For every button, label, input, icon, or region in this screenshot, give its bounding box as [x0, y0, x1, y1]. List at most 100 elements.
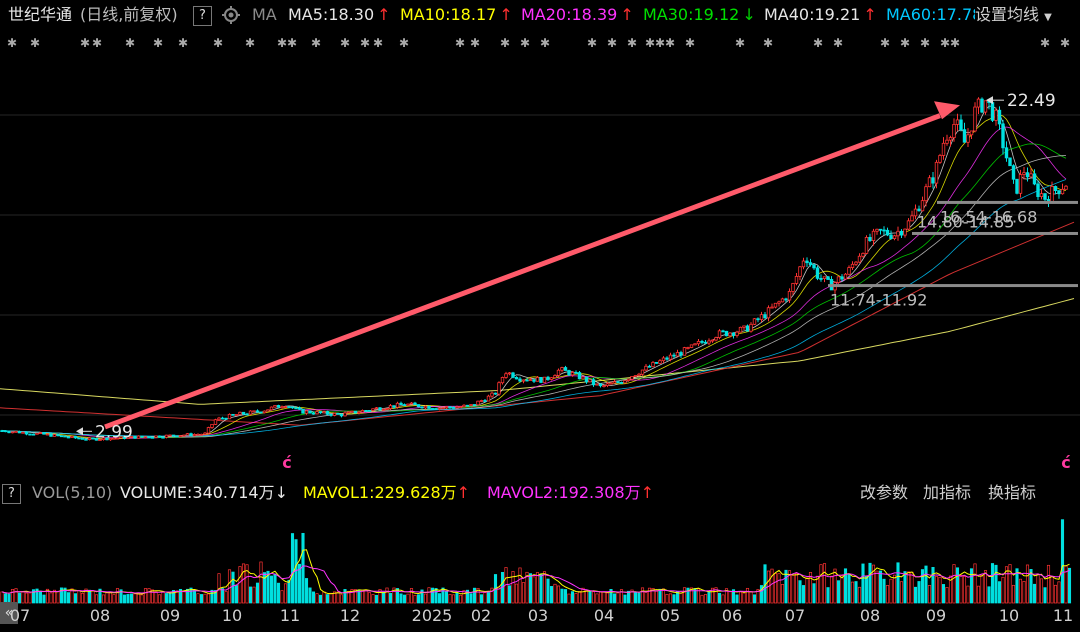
- volume-bar: [612, 593, 617, 604]
- volume-bar: [409, 588, 414, 604]
- candle-body: [1036, 183, 1040, 198]
- volume-bar: [546, 578, 550, 604]
- help-button[interactable]: ?: [193, 6, 212, 26]
- candle-body: [269, 406, 274, 411]
- volume-bar: [528, 573, 533, 604]
- gear-icon[interactable]: [221, 0, 241, 30]
- price-chart[interactable]: ✱ ✱ ✱ ✱ ✱ ✱ ✱ ✱ ✱ ✱ ✱ ✱ ✱ ✱ ✱ ✱ ✱ ✱ ✱ ✱ ✱ ✱ ✱ ✱ ✱ ✱ ✱ ✱ ✱ ✱ ✱ ✱ ✱ ✱ ✱ ✱ ✱ ✱ ✱1…: [0, 30, 1080, 480]
- candle-body: [500, 377, 505, 384]
- candle-body: [220, 417, 225, 420]
- candle-body: [840, 276, 844, 280]
- candle-body: [1001, 123, 1005, 149]
- candle-body: [983, 100, 988, 113]
- volume-bar: [903, 571, 907, 604]
- candle-body: [290, 406, 295, 409]
- candle-body: [203, 432, 207, 435]
- candle-body: [465, 404, 470, 407]
- candle-body: [630, 376, 634, 380]
- candle-body: [955, 119, 960, 125]
- volume-bar: [112, 594, 116, 604]
- ma-label: MA10:18.17: [400, 5, 497, 24]
- candle-body: [73, 435, 78, 439]
- volume-bar: [161, 591, 165, 604]
- volume-bar: [805, 577, 809, 604]
- indicator-name[interactable]: MA: [252, 5, 277, 24]
- candle-body: [962, 129, 967, 143]
- volume-bar: [458, 594, 463, 604]
- event-marker-icon: ✱: [360, 36, 370, 50]
- candle-body: [381, 409, 386, 411]
- candle-body: [262, 410, 267, 414]
- volume-bar: [416, 594, 421, 604]
- add-indicator-button[interactable]: 加指标: [923, 483, 972, 502]
- volume-bar: [304, 578, 309, 604]
- volume-bar: [654, 590, 659, 604]
- candle-body: [248, 410, 253, 415]
- volume-bar: [406, 593, 410, 604]
- candle-body: [731, 332, 736, 336]
- volume-chart[interactable]: [0, 505, 1080, 605]
- candle-body: [805, 260, 809, 264]
- change-params-button[interactable]: 改参数: [860, 483, 909, 502]
- candle-body: [98, 439, 102, 441]
- candle-body: [924, 186, 928, 202]
- volume-bar: [252, 586, 256, 604]
- candle-body: [217, 417, 221, 421]
- volume-bar: [938, 576, 942, 604]
- volume-bar: [122, 594, 127, 604]
- candle-body: [780, 298, 785, 303]
- volume-label: VOLUME:340.714万: [120, 483, 275, 502]
- scroll-left-button[interactable]: «: [0, 602, 18, 624]
- volume-bar: [752, 594, 757, 604]
- candle-body: [700, 341, 704, 343]
- candle-body: [742, 325, 746, 328]
- x-tick: 09: [159, 606, 181, 625]
- volume-bar: [427, 587, 431, 604]
- volume-bar: [290, 533, 295, 604]
- candle-body: [143, 436, 148, 439]
- volume-bar: [63, 587, 67, 604]
- volume-bar: [77, 590, 81, 604]
- candle-body: [1008, 157, 1012, 167]
- candle-body: [164, 434, 169, 438]
- candle-body: [815, 267, 820, 279]
- candle-body: [906, 220, 911, 230]
- volume-bar: [1004, 566, 1009, 604]
- candle-body: [521, 379, 526, 382]
- candle-body: [682, 347, 687, 356]
- switch-indicator-button[interactable]: 换指标: [988, 483, 1037, 502]
- event-marker-icon: ✱: [178, 36, 188, 50]
- volume-bar: [371, 594, 375, 604]
- candle-body: [416, 404, 421, 408]
- volume-bar: [721, 594, 725, 604]
- volume-bar: [749, 591, 753, 604]
- candle-body: [672, 354, 676, 357]
- candle-body: [560, 367, 564, 371]
- volume-help-button[interactable]: ?: [2, 484, 21, 504]
- candle-body: [133, 436, 137, 439]
- volume-bar: [913, 586, 918, 604]
- ma-label: MA20:18.39: [521, 5, 618, 24]
- candle-body: [493, 392, 498, 395]
- candle-body: [175, 435, 179, 438]
- volume-bar: [168, 592, 172, 604]
- candle-body: [486, 395, 491, 402]
- settings-ma-button[interactable]: 设置均线 ▼: [975, 0, 1056, 30]
- volume-bar: [696, 588, 701, 604]
- volume-bar: [920, 569, 925, 604]
- candle-body: [423, 405, 428, 409]
- candle-body: [395, 402, 400, 408]
- candle-body: [476, 400, 480, 406]
- x-tick: 12: [339, 606, 361, 625]
- candle-body: [49, 433, 53, 437]
- volume-bar: [931, 567, 935, 604]
- candle-body: [1050, 186, 1054, 203]
- candle-body: [745, 325, 750, 332]
- volume-bar: [476, 587, 480, 604]
- volume-bar: [521, 582, 526, 604]
- mavol2-arrow: ↑: [640, 483, 655, 502]
- candle-body: [150, 436, 155, 439]
- volume-bar: [287, 579, 291, 604]
- low-arrow-icon: [76, 427, 83, 436]
- candle-body: [80, 437, 85, 440]
